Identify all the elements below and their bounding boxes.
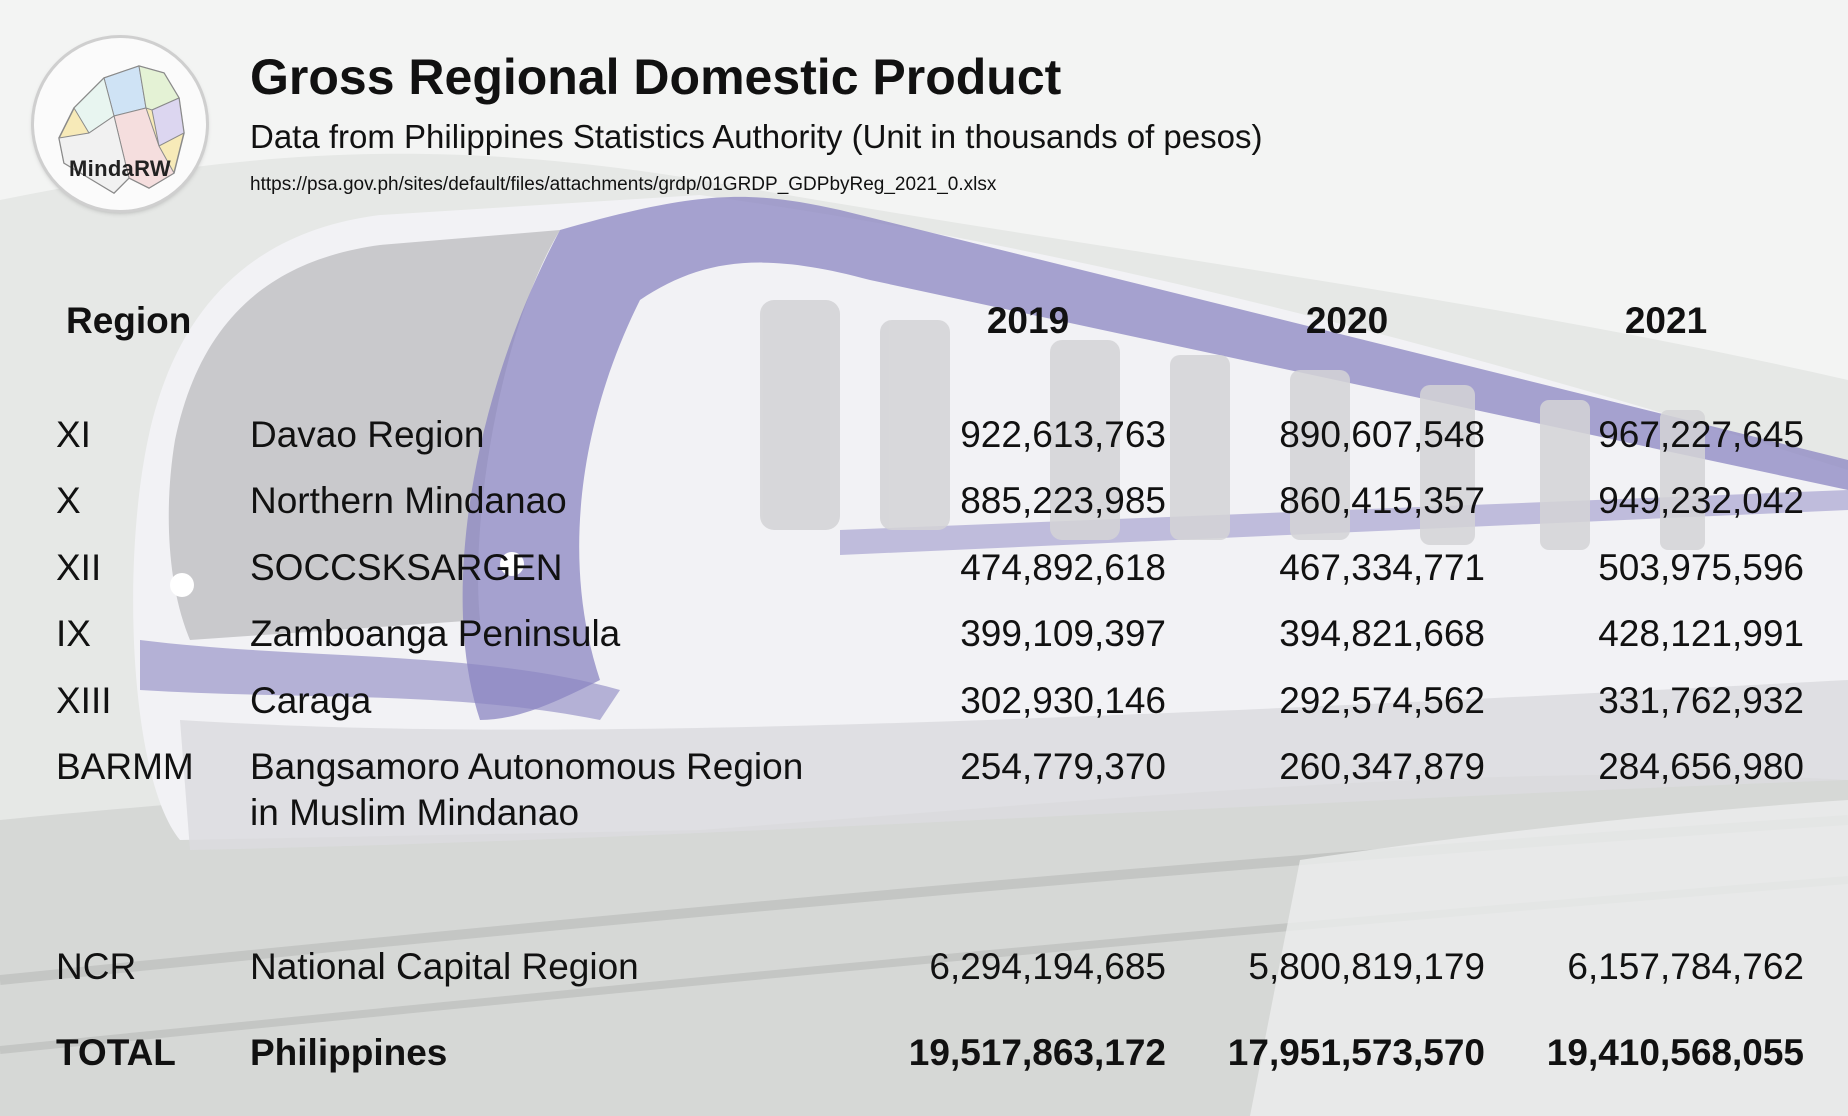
value-2021: 331,762,932	[1598, 680, 1804, 721]
value-2020: 292,574,562	[1279, 680, 1485, 721]
value-2020: 5,800,819,179	[1248, 946, 1485, 987]
page-title: Gross Regional Domestic Product	[250, 49, 1062, 105]
region-name: Zamboanga Peninsula	[250, 613, 621, 654]
region-name-line-1: Bangsamoro Autonomous Region	[250, 746, 804, 787]
value-2021: 428,121,991	[1598, 613, 1804, 654]
value-2021: 967,227,645	[1598, 414, 1804, 455]
value-2020: 890,607,548	[1279, 414, 1485, 455]
region-name: Caraga	[250, 680, 372, 721]
value-2019: 6,294,194,685	[929, 946, 1166, 987]
region-code: BARMM	[56, 746, 194, 787]
value-2019: 922,613,763	[960, 414, 1166, 455]
value-2019: 399,109,397	[960, 613, 1166, 654]
source-url: https://psa.gov.ph/sites/default/files/a…	[250, 174, 997, 195]
logo-text: MindaRW	[69, 156, 171, 181]
value-2019: 302,930,146	[960, 680, 1166, 721]
value-2020: 467,334,771	[1279, 547, 1485, 588]
region-code: XII	[56, 547, 102, 588]
column-header-2020: 2020	[1305, 300, 1389, 341]
value-2020: 860,415,357	[1279, 480, 1485, 521]
region-code: NCR	[56, 946, 137, 987]
region-code: XI	[56, 414, 91, 455]
value-2019: 885,223,985	[960, 480, 1166, 521]
page-subtitle: Data from Philippines Statistics Authori…	[250, 118, 1263, 155]
region-name-line-2: in Muslim Mindanao	[250, 792, 580, 833]
region-name: Northern Mindanao	[250, 480, 567, 521]
value-2021: 503,975,596	[1598, 547, 1804, 588]
column-header-region: Region	[66, 300, 192, 341]
region-code: IX	[56, 613, 91, 654]
mindarw-logo: MindaRW	[34, 38, 206, 210]
value-2021: 949,232,042	[1598, 480, 1804, 521]
region-code: X	[56, 480, 81, 521]
column-header-2021: 2021	[1624, 300, 1708, 341]
value-2020: 394,821,668	[1279, 613, 1485, 654]
total-value-2019: 19,517,863,172	[908, 1032, 1166, 1073]
column-header-2019: 2019	[986, 300, 1070, 341]
total-label: TOTAL	[56, 1032, 176, 1073]
value-2021: 6,157,784,762	[1567, 946, 1804, 987]
total-name: Philippines	[250, 1032, 448, 1073]
mindanao-map-icon	[58, 65, 185, 194]
value-2019: 474,892,618	[960, 547, 1166, 588]
value-2020: 260,347,879	[1279, 746, 1485, 787]
region-name: National Capital Region	[250, 946, 639, 987]
value-2021: 284,656,980	[1598, 746, 1804, 787]
value-2019: 254,779,370	[960, 746, 1166, 787]
total-value-2020: 17,951,573,570	[1227, 1032, 1485, 1073]
region-code: XIII	[56, 680, 112, 721]
region-name: Davao Region	[250, 414, 485, 455]
region-name: SOCCSKSARGEN	[250, 547, 563, 588]
total-value-2021: 19,410,568,055	[1546, 1032, 1804, 1073]
